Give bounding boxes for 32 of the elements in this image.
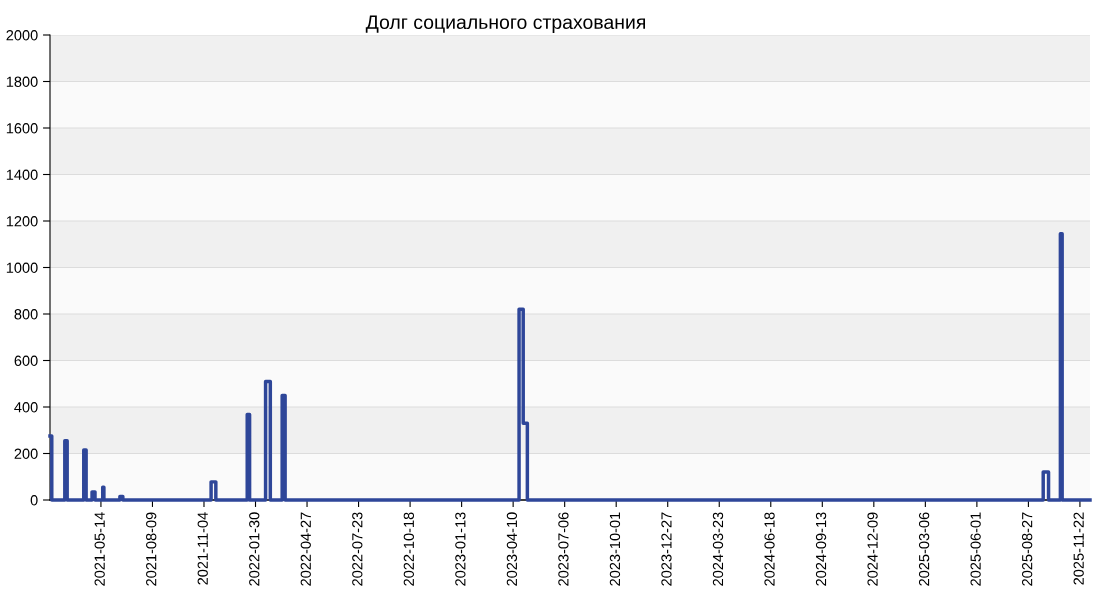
y-tick-label: 1200 (6, 216, 38, 227)
x-tick-label: 2023-12-27 (661, 512, 672, 586)
x-tick-label: 2022-07-23 (352, 512, 363, 586)
y-tick-label: 1400 (6, 169, 38, 180)
x-tick-label: 2022-10-18 (403, 512, 415, 586)
x-tick-label: 2022-01-30 (249, 512, 260, 586)
x-tick-label: 2021-08-09 (146, 512, 157, 586)
y-tick-label: 200 (14, 448, 38, 459)
chart-title: Долг социального страхования (365, 15, 646, 33)
x-tick-label: 2023-07-06 (558, 512, 569, 586)
y-tick-label: 1000 (6, 262, 38, 273)
y-tick-label: 400 (14, 402, 38, 413)
x-tick-label: 2025-06-01 (970, 512, 981, 586)
y-tick-label: 0 (30, 495, 38, 506)
x-tick-label: 2025-08-27 (1021, 512, 1033, 586)
x-tick-label: 2024-03-23 (712, 512, 724, 586)
x-tick-label: 2024-06-18 (764, 512, 775, 586)
y-tick-label: 1800 (6, 76, 38, 87)
x-tick-label: 2025-03-06 (918, 512, 930, 586)
y-tick-label: 800 (14, 309, 38, 320)
y-tick-label: 1600 (6, 123, 38, 134)
x-tick-label: 2022-04-27 (300, 512, 311, 586)
x-tick-label: 2023-10-01 (609, 512, 621, 586)
x-tick-label: 2024-12-09 (867, 512, 878, 586)
y-tick-label: 2000 (6, 30, 38, 41)
x-tick-label: 2023-01-13 (455, 512, 466, 586)
x-tick-label: 2025-11-22 (1073, 512, 1084, 585)
x-tick-label: 2021-11-04 (197, 512, 208, 585)
x-tick-label: 2023-04-10 (506, 512, 518, 586)
x-tick-label: 2024-09-13 (815, 512, 827, 586)
x-tick-label: 2021-05-14 (94, 512, 105, 586)
y-tick-label: 600 (14, 355, 38, 366)
